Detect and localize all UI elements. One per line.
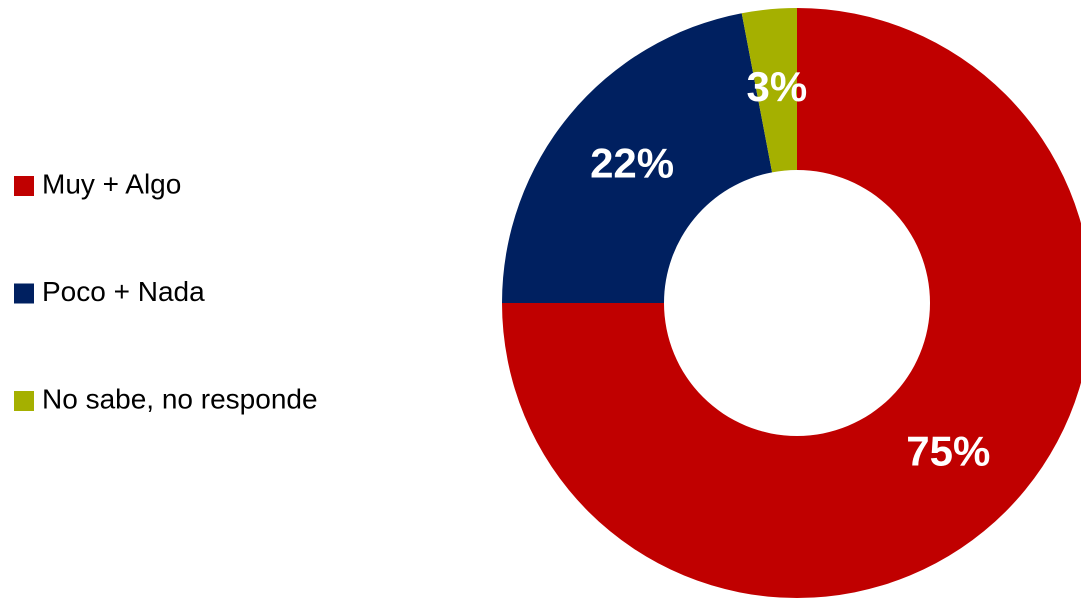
- legend-swatch: [14, 176, 34, 196]
- data-label: 75%: [906, 427, 990, 474]
- donut-slice: [502, 8, 1081, 598]
- donut-slice: [741, 8, 797, 173]
- donut-slice: [502, 13, 773, 304]
- legend-label: Poco + Nada: [42, 276, 205, 307]
- legend-label: No sabe, no responde: [42, 383, 318, 414]
- legend-label: Muy + Algo: [42, 168, 181, 199]
- legend-swatch: [14, 283, 34, 304]
- data-label: 3%: [747, 63, 808, 110]
- data-label: 22%: [590, 140, 674, 187]
- legend-swatch: [14, 391, 34, 411]
